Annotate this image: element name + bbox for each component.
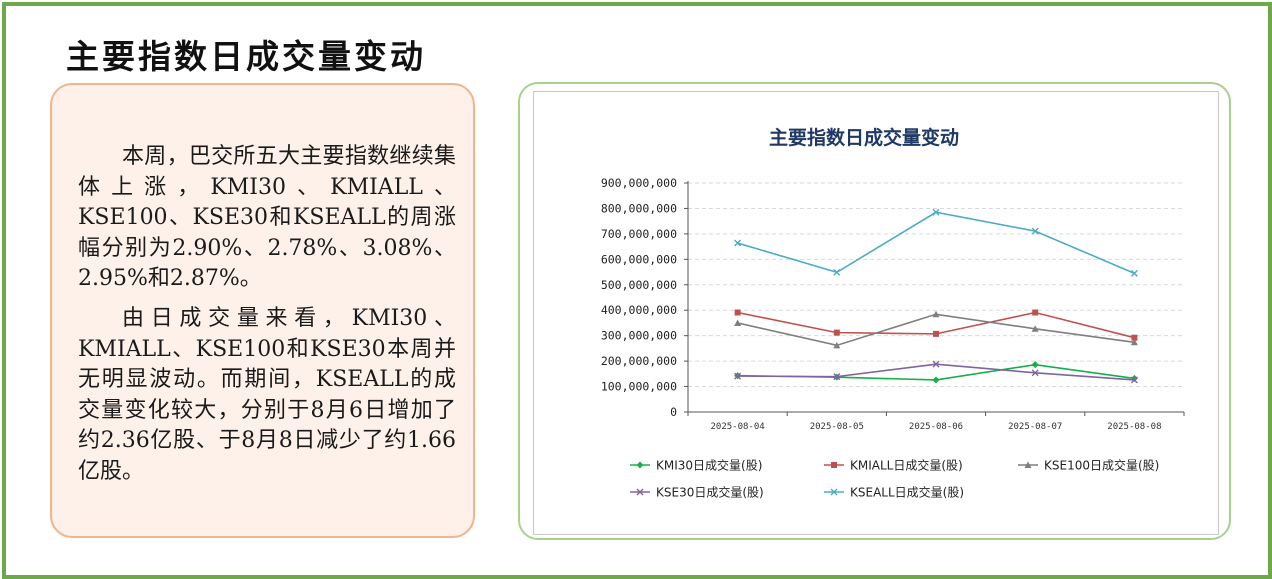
series-line — [737, 211, 1135, 275]
data-point — [734, 372, 742, 380]
axes — [684, 181, 1185, 416]
data-point — [932, 208, 940, 216]
legend-label: KSE30日成交量(股) — [656, 485, 764, 500]
legend-marker — [830, 488, 838, 496]
data-point — [1031, 325, 1039, 332]
data-point — [1131, 334, 1138, 341]
data-point — [734, 309, 741, 316]
y-tick-label: 900,000,000 — [601, 176, 677, 190]
line-chart: 主要指数日成交量变动 0 100,000,000 200,000,000 300,00… — [601, 126, 1185, 500]
series-4 — [734, 360, 1138, 384]
data-point — [734, 239, 742, 247]
data-point — [1130, 376, 1138, 384]
legend-item: KSE30日成交量(股) — [630, 485, 764, 500]
legend-marker — [831, 462, 837, 468]
summary-paragraph-2: 由日成交量来看，KMI30、KMIALL、KSE100和KSE30本周并无明显波… — [78, 306, 456, 484]
data-point — [1031, 227, 1039, 235]
y-tick-label: 100,000,000 — [601, 380, 677, 394]
legend-marker — [636, 488, 644, 496]
legend-label: KMI30日成交量(股) — [656, 458, 762, 473]
series-line — [737, 313, 1135, 347]
data-point — [734, 319, 742, 326]
data-point — [833, 329, 840, 336]
y-tick-label: 0 — [670, 405, 677, 419]
data-point — [933, 330, 939, 337]
data-point — [932, 360, 940, 368]
chart-title: 主要指数日成交量变动 — [769, 126, 959, 149]
data-point — [1031, 361, 1039, 369]
legend-item: KMIALL日成交量(股) — [824, 458, 963, 473]
data-point — [1032, 309, 1039, 316]
y-tick-label: 300,000,000 — [601, 329, 677, 343]
chart-panel: 主要指数日成交量变动 0 100,000,000 200,000,000 300,00… — [518, 82, 1231, 540]
page-title: 主要指数日成交量变动 — [66, 37, 426, 76]
x-tick-labels: 2025-08-04 2025-08-05 2025-08-06 2025-08-07… — [711, 422, 1162, 432]
x-tick-label: 2025-08-05 — [810, 422, 864, 432]
x-tick-label: 2025-08-06 — [909, 422, 963, 432]
data-point — [1031, 369, 1039, 377]
legend-item: KMI30日成交量(股) — [630, 458, 762, 473]
summary-panel: 本周，巴交所五大主要指数继续集体上涨，KMI30、KMIALL、KSE100、K… — [50, 83, 475, 538]
summary-paragraph-1: 本周，巴交所五大主要指数继续集体上涨，KMI30、KMIALL、KSE100、K… — [78, 144, 456, 291]
y-tick-label: 500,000,000 — [601, 278, 677, 292]
legend-item: KSEALL日成交量(股) — [824, 485, 964, 500]
grid-lines — [688, 182, 1184, 388]
y-tick-labels: 0 100,000,000 200,000,000 300,000,000 400,00… — [601, 176, 677, 419]
data-point — [1130, 269, 1138, 277]
y-tick-label: 600,000,000 — [601, 252, 677, 266]
data-point — [1130, 338, 1138, 346]
x-tick-label: 2025-08-07 — [1008, 422, 1062, 432]
legend-label: KSEALL日成交量(股) — [850, 485, 964, 500]
legend-item: KSE100日成交量(股) — [1018, 458, 1159, 473]
legend: KMI30日成交量(股) KMIALL日成交量(股) KSE100日成交量(股) KS… — [630, 458, 1159, 500]
data-point — [833, 268, 841, 276]
legend-label: KSE100日成交量(股) — [1044, 458, 1159, 473]
y-tick-label: 700,000,000 — [601, 227, 677, 241]
y-tick-label: 200,000,000 — [601, 354, 677, 368]
legend-label: KMIALL日成交量(股) — [850, 458, 963, 473]
legend-marker — [1024, 461, 1032, 468]
series-5 — [734, 208, 1138, 277]
x-tick-label: 2025-08-04 — [711, 422, 765, 432]
data-point — [932, 376, 940, 384]
chart-area: 主要指数日成交量变动 0 100,000,000 200,000,000 300,00… — [533, 91, 1219, 535]
data-point — [833, 373, 841, 381]
y-tick-label: 400,000,000 — [601, 303, 677, 317]
x-tick-label: 2025-08-08 — [1107, 422, 1161, 432]
series-2 — [734, 309, 1138, 341]
series-3 — [734, 310, 1138, 349]
legend-marker — [636, 461, 644, 469]
y-tick-label: 800,000,000 — [601, 201, 677, 215]
data-point — [932, 310, 940, 318]
data-point — [833, 341, 841, 349]
series-lines — [734, 208, 1138, 384]
